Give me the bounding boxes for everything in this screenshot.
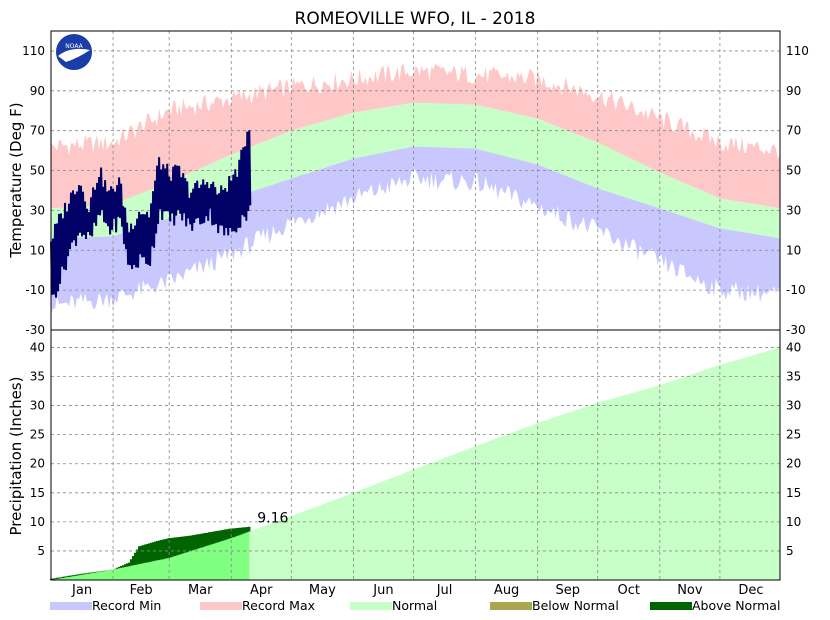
precip-tick-label-right: 15 bbox=[786, 486, 801, 500]
temp-tick-label-left: -30 bbox=[25, 323, 45, 337]
legend-swatch bbox=[650, 602, 692, 610]
temp-tick-label-right: 30 bbox=[786, 203, 801, 217]
month-label: Sep bbox=[555, 583, 580, 598]
precip-tick-label-left: 5 bbox=[37, 544, 45, 558]
temp-tick-label-right: 70 bbox=[786, 124, 801, 138]
precip-tick-label-right: 5 bbox=[786, 544, 794, 558]
temp-tick-label-right: 110 bbox=[786, 44, 809, 58]
precipitation-axis-label: Precipitation (Inches) bbox=[7, 377, 25, 536]
month-label: May bbox=[309, 583, 336, 598]
month-label: Nov bbox=[677, 583, 703, 598]
precip-tick-label-right: 40 bbox=[786, 340, 801, 354]
legend: Record Min Record Max Normal Below Normal Ab… bbox=[50, 598, 780, 613]
temp-tick-label-left: 110 bbox=[22, 44, 45, 58]
month-label: Dec bbox=[738, 583, 763, 598]
temp-tick-label-left: -10 bbox=[25, 283, 45, 297]
month-label: Oct bbox=[618, 583, 640, 598]
noaa-logo-text: NOAA bbox=[65, 43, 83, 50]
legend-label: Normal bbox=[392, 598, 437, 613]
month-label: Apr bbox=[250, 583, 273, 598]
precip-tick-label-right: 35 bbox=[786, 370, 801, 384]
precip-tick-label-left: 40 bbox=[30, 340, 45, 354]
precip-tick-label-left: 25 bbox=[30, 428, 45, 442]
observed-temperature-line bbox=[50, 130, 252, 298]
precipitation-plot-frame bbox=[50, 329, 781, 581]
legend-label: Above Normal bbox=[692, 598, 780, 613]
temp-tick-label-left: 50 bbox=[30, 164, 45, 178]
temp-tick-label-left: 90 bbox=[30, 84, 45, 98]
precip-tick-label-left: 20 bbox=[30, 457, 45, 471]
temp-tick-label-left: 70 bbox=[30, 124, 45, 138]
precip-tick-label-right: 25 bbox=[786, 428, 801, 442]
legend-label: Record Min bbox=[92, 598, 161, 613]
month-label: Jul bbox=[436, 583, 453, 598]
precipitation-panel: 9.16 5 5 10 10 15 15 20 20 25 25 30 30 35 35 40 40 Jan Feb… bbox=[30, 329, 801, 598]
normal-precip-to-date-area bbox=[51, 531, 250, 580]
precip-tick-label-right: 10 bbox=[786, 515, 801, 529]
chart-title: ROMEOVILLE WFO, IL - 2018 bbox=[295, 9, 536, 29]
precip-tick-label-left: 10 bbox=[30, 515, 45, 529]
precip-tick-label-left: 35 bbox=[30, 370, 45, 384]
temp-tick-label-right: 50 bbox=[786, 164, 801, 178]
temp-tick-label-left: 10 bbox=[30, 243, 45, 257]
precip-tick-label-right: 20 bbox=[786, 457, 801, 471]
legend-swatch bbox=[50, 602, 92, 610]
temp-tick-label-right: 10 bbox=[786, 243, 801, 257]
month-label: Jan bbox=[71, 583, 92, 598]
legend-label: Record Max bbox=[242, 598, 315, 613]
precip-tick-label-right: 30 bbox=[786, 399, 801, 413]
precip-tick-label-left: 30 bbox=[30, 399, 45, 413]
temp-tick-label-right: -30 bbox=[786, 323, 806, 337]
legend-swatch bbox=[490, 602, 532, 610]
month-label: Aug bbox=[494, 583, 519, 598]
temp-tick-label-right: 90 bbox=[786, 84, 801, 98]
legend-swatch bbox=[350, 602, 392, 610]
month-label: Jun bbox=[372, 583, 393, 598]
temp-tick-label-left: 30 bbox=[30, 203, 45, 217]
month-label: Feb bbox=[130, 583, 153, 598]
legend-label: Below Normal bbox=[532, 598, 619, 613]
precip-tick-label-left: 15 bbox=[30, 486, 45, 500]
precip-total-annotation: 9.16 bbox=[257, 511, 288, 527]
noaa-logo-bird bbox=[58, 48, 90, 62]
temperature-axis-label: Temperature (Deg F) bbox=[7, 102, 25, 258]
temp-tick-label-right: -10 bbox=[786, 283, 806, 297]
noaa-logo: NOAA bbox=[54, 32, 94, 72]
month-label: Mar bbox=[188, 583, 213, 598]
temperature-panel: -30 -30 -10 -10 10 10 30 30 50 50 70 70 90 90 110 110 bbox=[22, 30, 809, 337]
legend-swatch bbox=[200, 602, 242, 610]
